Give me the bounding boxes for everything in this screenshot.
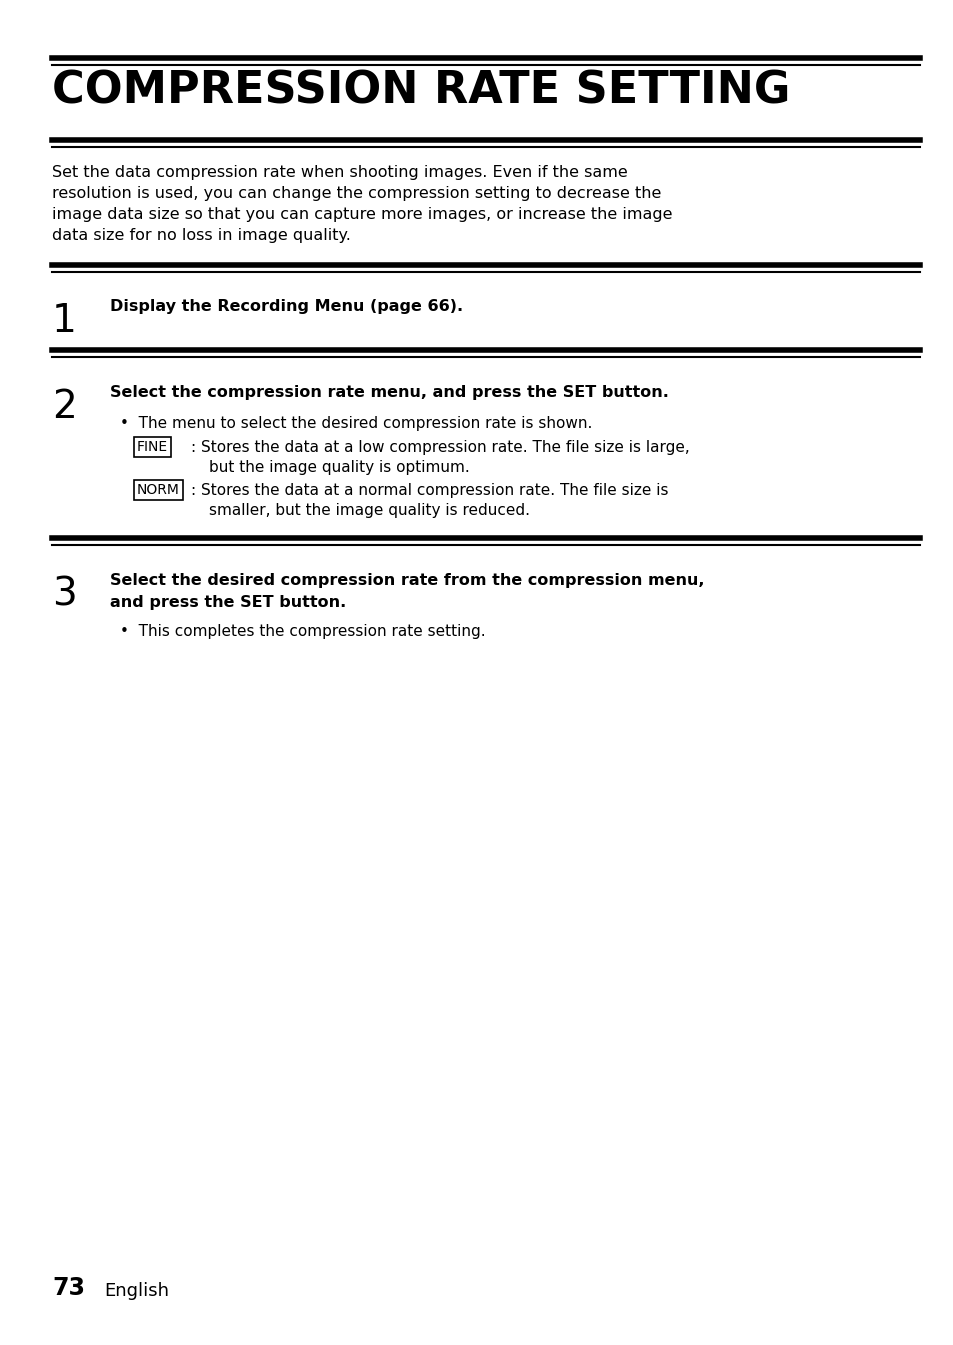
Text: Select the compression rate menu, and press the SET button.: Select the compression rate menu, and pr… — [110, 385, 668, 399]
Text: 73: 73 — [52, 1276, 85, 1301]
Text: : Stores the data at a normal compression rate. The file size is: : Stores the data at a normal compressio… — [191, 483, 668, 498]
Text: •  The menu to select the desired compression rate is shown.: • The menu to select the desired compres… — [120, 416, 592, 430]
Text: 1: 1 — [52, 303, 77, 340]
Text: Display the Recording Menu (page 66).: Display the Recording Menu (page 66). — [110, 299, 462, 313]
Text: smaller, but the image quality is reduced.: smaller, but the image quality is reduce… — [209, 503, 530, 518]
Text: COMPRESSION RATE SETTING: COMPRESSION RATE SETTING — [52, 70, 789, 113]
Text: and press the SET button.: and press the SET button. — [110, 594, 346, 611]
Text: Set the data compression rate when shooting images. Even if the same: Set the data compression rate when shoot… — [52, 165, 627, 180]
Text: 2: 2 — [52, 387, 76, 426]
Text: 3: 3 — [52, 576, 76, 615]
Text: image data size so that you can capture more images, or increase the image: image data size so that you can capture … — [52, 207, 672, 222]
Text: Select the desired compression rate from the compression menu,: Select the desired compression rate from… — [110, 573, 703, 588]
Text: NORM: NORM — [137, 483, 180, 498]
Text: data size for no loss in image quality.: data size for no loss in image quality. — [52, 229, 351, 243]
Text: but the image quality is optimum.: but the image quality is optimum. — [209, 460, 469, 475]
Text: resolution is used, you can change the compression setting to decrease the: resolution is used, you can change the c… — [52, 186, 660, 200]
Text: •  This completes the compression rate setting.: • This completes the compression rate se… — [120, 624, 485, 639]
Text: FINE: FINE — [137, 440, 168, 455]
Text: : Stores the data at a low compression rate. The file size is large,: : Stores the data at a low compression r… — [191, 440, 689, 455]
Text: English: English — [104, 1282, 169, 1301]
